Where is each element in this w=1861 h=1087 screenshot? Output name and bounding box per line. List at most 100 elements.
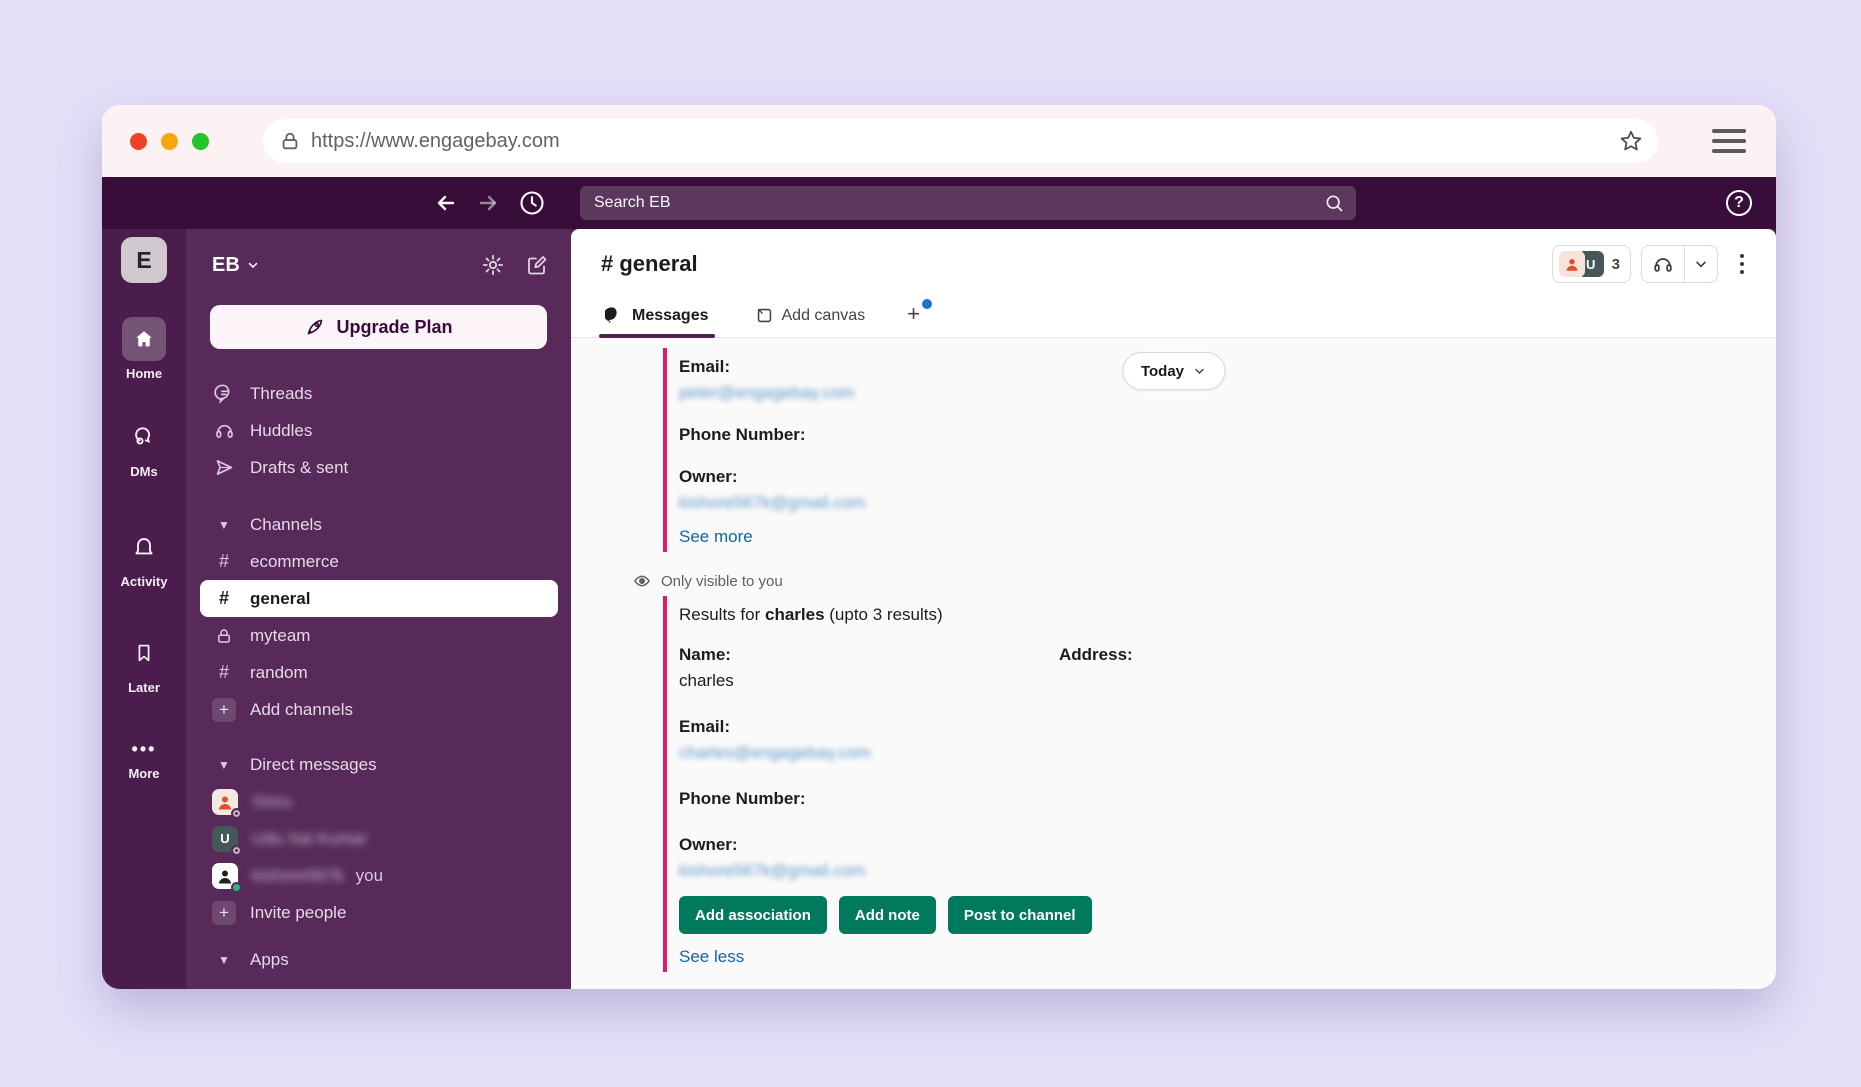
sidebar-header: EB bbox=[186, 243, 571, 287]
search-icon bbox=[1324, 193, 1344, 213]
members-count: 3 bbox=[1611, 255, 1620, 273]
message-scroll-area[interactable]: Today Email: peter@engagebay.com Phone N… bbox=[571, 338, 1776, 989]
field-label: Owner: bbox=[679, 835, 738, 854]
section-label: Channels bbox=[250, 514, 322, 534]
tab-add-canvas[interactable]: Add canvas bbox=[751, 306, 870, 337]
headphones-icon bbox=[212, 420, 236, 441]
results-summary: Results for charles (upto 3 results) bbox=[679, 605, 943, 624]
caret-down-icon: ▼ bbox=[218, 517, 230, 532]
avatar-initial: U bbox=[220, 831, 230, 846]
headphones-icon bbox=[1642, 253, 1684, 275]
presence-offline-icon bbox=[231, 844, 242, 856]
rail-item-label: Home bbox=[125, 366, 163, 381]
channel-label: random bbox=[250, 662, 308, 682]
workspace-menu[interactable]: EB bbox=[212, 254, 260, 277]
presence-offline-icon bbox=[231, 807, 242, 819]
channel-view: # general U 3 bbox=[571, 229, 1776, 989]
field-label: Phone Number: bbox=[679, 789, 806, 808]
sidebar-channel-random[interactable]: # random bbox=[186, 654, 571, 691]
hash-icon: # bbox=[218, 588, 229, 608]
bookmark-icon bbox=[122, 631, 166, 675]
email-value-blurred[interactable]: charles@engagebay.com bbox=[679, 743, 871, 762]
dms-icon bbox=[122, 415, 166, 459]
url-text: https://www.engagebay.com bbox=[311, 129, 560, 152]
settings-gear-icon[interactable] bbox=[481, 253, 505, 277]
window-controls bbox=[130, 132, 209, 150]
dms-section-header[interactable]: ▼ Direct messages bbox=[186, 746, 571, 783]
channel-tabs: Messages Add canvas + bbox=[571, 283, 1776, 338]
workspace-switcher[interactable]: E bbox=[121, 237, 167, 283]
sidebar-item-label: Threads bbox=[250, 383, 313, 403]
bot-message-1: Email: peter@engagebay.com Phone Number:… bbox=[663, 348, 1776, 552]
see-less-link[interactable]: See less bbox=[679, 947, 745, 966]
dm-you-label: you bbox=[355, 865, 384, 885]
lock-icon bbox=[212, 627, 236, 645]
search-input[interactable]: Search EB bbox=[580, 186, 1356, 220]
add-association-button[interactable]: Add association bbox=[679, 896, 827, 934]
address-bar[interactable]: https://www.engagebay.com bbox=[263, 119, 1658, 163]
channel-label: myteam bbox=[250, 625, 311, 645]
bookmark-star-icon[interactable] bbox=[1618, 128, 1644, 154]
date-divider-pill[interactable]: Today bbox=[1121, 352, 1226, 390]
huddle-button[interactable] bbox=[1641, 245, 1718, 283]
dm-name: kishore567k bbox=[252, 865, 344, 885]
rail-item-later[interactable]: Later bbox=[122, 631, 166, 695]
post-to-channel-button[interactable]: Post to channel bbox=[947, 896, 1092, 934]
history-clock-icon[interactable] bbox=[518, 189, 546, 217]
owner-value-blurred[interactable]: kishore567k@gmail.com bbox=[679, 861, 866, 880]
add-note-button[interactable]: Add note bbox=[838, 896, 936, 934]
sidebar-item-huddles[interactable]: Huddles bbox=[186, 412, 571, 449]
rail-item-activity[interactable]: Activity bbox=[121, 525, 167, 589]
field-label: Owner: bbox=[679, 467, 738, 486]
rail-item-label: More bbox=[128, 766, 160, 781]
minimize-window-button[interactable] bbox=[161, 132, 178, 150]
compose-icon[interactable] bbox=[525, 253, 549, 277]
rail-item-label: Later bbox=[128, 680, 160, 695]
add-tab-button[interactable]: + bbox=[907, 299, 932, 337]
dm-item-2[interactable]: U Udu Sai Kumar bbox=[186, 820, 571, 857]
field-label: Email: bbox=[679, 717, 731, 736]
browser-menu-icon[interactable] bbox=[1712, 129, 1746, 153]
name-value: charles bbox=[679, 671, 734, 690]
help-icon[interactable]: ? bbox=[1726, 190, 1752, 216]
invite-people-button[interactable]: + Invite people bbox=[186, 894, 571, 931]
apps-section-header[interactable]: ▼ Apps bbox=[186, 941, 571, 978]
more-options-icon[interactable] bbox=[1736, 250, 1748, 278]
visibility-note-text: Only visible to you bbox=[661, 572, 783, 590]
chevron-down-icon bbox=[1194, 368, 1204, 375]
sidebar-channel-ecommerce[interactable]: # ecommerce bbox=[186, 543, 571, 580]
maximize-window-button[interactable] bbox=[192, 132, 209, 150]
add-channels-button[interactable]: + Add channels bbox=[186, 691, 571, 728]
see-more-link[interactable]: See more bbox=[679, 527, 753, 546]
field-label: Phone Number: bbox=[679, 425, 806, 444]
dm-item-1[interactable]: Srinu bbox=[186, 783, 571, 820]
sidebar-channel-myteam[interactable]: myteam bbox=[186, 617, 571, 654]
bell-icon bbox=[122, 525, 166, 569]
dm-item-3[interactable]: kishore567k you bbox=[186, 857, 571, 894]
channel-sidebar: EB bbox=[186, 229, 571, 989]
rail-item-home[interactable]: Home bbox=[122, 317, 166, 381]
history-back-icon[interactable] bbox=[434, 191, 458, 215]
close-window-button[interactable] bbox=[130, 132, 147, 150]
channel-title[interactable]: # general bbox=[601, 251, 698, 276]
sidebar-channel-general[interactable]: # general bbox=[200, 580, 558, 617]
sidebar-item-drafts[interactable]: Drafts & sent bbox=[186, 449, 571, 486]
caret-down-icon: ▼ bbox=[218, 757, 230, 772]
email-value-blurred[interactable]: peter@engagebay.com bbox=[679, 383, 855, 402]
more-dots-icon: ••• bbox=[131, 738, 157, 759]
upgrade-plan-button[interactable]: Upgrade Plan bbox=[210, 305, 547, 349]
history-forward-icon[interactable] bbox=[476, 191, 500, 215]
owner-value-blurred[interactable]: kishore567k@gmail.com bbox=[679, 493, 866, 512]
members-button[interactable]: U 3 bbox=[1551, 245, 1631, 283]
tab-label: Add canvas bbox=[781, 306, 866, 324]
rail-item-dms[interactable]: DMs bbox=[122, 415, 166, 479]
field-label: Email: bbox=[679, 357, 731, 376]
sidebar-item-threads[interactable]: Threads bbox=[186, 375, 571, 412]
avatar bbox=[212, 788, 242, 819]
huddle-options-chevron-icon[interactable] bbox=[1684, 246, 1717, 282]
rail-item-label: DMs bbox=[130, 464, 158, 479]
tab-messages[interactable]: Messages bbox=[599, 306, 714, 338]
rail-item-more[interactable]: ••• More bbox=[128, 737, 160, 782]
channels-section-header[interactable]: ▼ Channels bbox=[186, 506, 571, 543]
field-label: Name: bbox=[679, 645, 731, 664]
